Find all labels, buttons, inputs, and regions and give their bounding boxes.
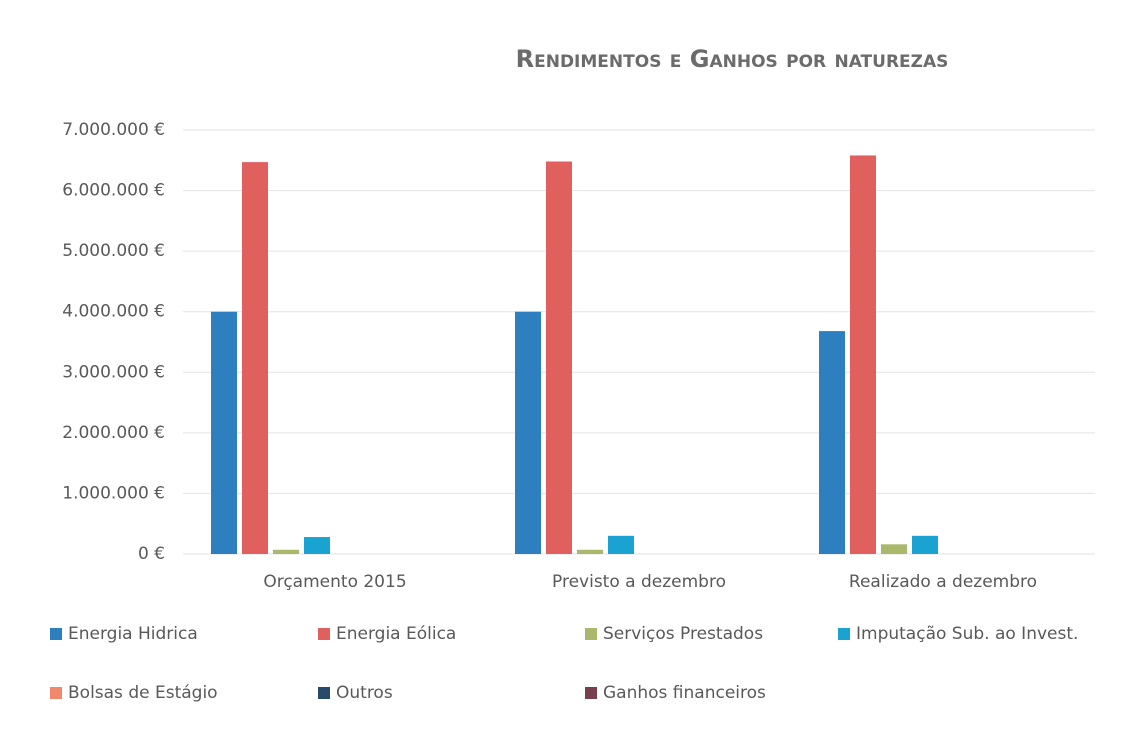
bar [242,162,268,555]
legend-label: Imputação Sub. ao Invest. [856,624,1078,644]
bar [546,161,572,555]
y-tick-label: 0 € [138,544,165,564]
bar [850,155,876,554]
y-tick-label: 6.000.000 € [62,181,165,201]
legend-swatch [50,628,62,640]
y-tick-label: 4.000.000 € [62,302,165,322]
bar [515,311,541,554]
legend-swatch [318,687,330,699]
y-tick-label: 5.000.000 € [62,241,165,261]
x-tick-label: Realizado a dezembro [849,572,1037,592]
bar [304,537,330,554]
bar [608,535,634,554]
legend-swatch [50,687,62,699]
y-tick-label: 2.000.000 € [62,423,165,443]
x-tick-label: Previsto a dezembro [552,572,726,592]
legend-label: Energia Eólica [336,624,456,644]
legend-label: Energia Hidrica [68,624,198,644]
legend-swatch [838,628,850,640]
chart-title: Rendimentos e Ganhos por naturezas [516,45,949,73]
bar [881,544,907,554]
bar [912,535,938,554]
x-tick-label: Orçamento 2015 [263,572,406,592]
y-tick-label: 1.000.000 € [62,483,165,503]
bar [819,331,845,554]
bar [577,549,603,554]
legend-swatch [585,687,597,699]
legend-swatch [585,628,597,640]
legend-label: Bolsas de Estágio [68,683,218,703]
legend-label: Outros [336,683,393,703]
y-tick-label: 7.000.000 € [62,120,165,140]
legend-label: Ganhos financeiros [603,683,766,703]
legend-swatch [318,628,330,640]
bar [211,311,237,554]
y-tick-label: 3.000.000 € [62,362,165,382]
bar [273,549,299,554]
legend-label: Serviços Prestados [603,624,763,644]
